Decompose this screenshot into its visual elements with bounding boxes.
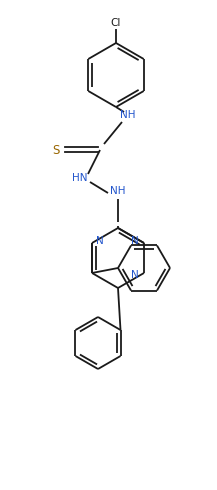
Text: Cl: Cl xyxy=(111,18,121,28)
Text: N: N xyxy=(131,236,139,246)
Text: N: N xyxy=(96,236,104,246)
Text: S: S xyxy=(53,144,60,156)
Text: HN: HN xyxy=(72,173,88,183)
Text: NH: NH xyxy=(110,186,126,196)
Text: NH: NH xyxy=(120,110,136,120)
Text: N: N xyxy=(131,270,139,280)
